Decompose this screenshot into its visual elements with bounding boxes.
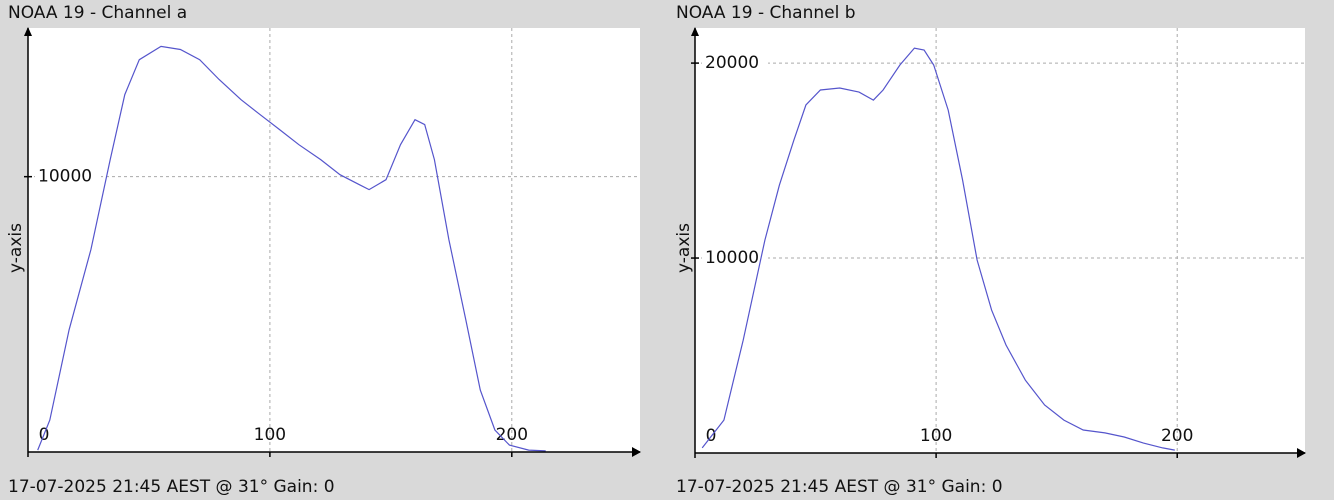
- footer-text: 17-07-2025 21:45 AEST @ 31° Gain: 0: [676, 477, 1003, 497]
- x-tick-label: 100: [920, 426, 952, 446]
- plot-area: [28, 28, 640, 452]
- data-line: [701, 47, 1175, 451]
- x-axis-arrow: [632, 447, 641, 457]
- y-axis-label: y-axis: [6, 223, 26, 273]
- y-tick-label: 20000: [705, 53, 759, 73]
- chart-title: NOAA 19 - Channel b: [676, 3, 856, 23]
- footer-text: 17-07-2025 21:45 AEST @ 31° Gain: 0: [8, 477, 335, 497]
- y-axis-label: y-axis: [674, 223, 694, 273]
- y-tick-label: 10000: [705, 248, 759, 268]
- tick-label-bg: [702, 248, 768, 269]
- data-line: [37, 45, 546, 452]
- y-axis-arrow: [691, 27, 699, 36]
- tick-label-bg: [702, 53, 768, 74]
- y-axis-arrow: [24, 27, 32, 36]
- x-axis-arrow: [1297, 448, 1306, 458]
- y-tick-label: 10000: [38, 167, 92, 187]
- plot-area: [695, 28, 1305, 453]
- x-tick-label: 200: [1161, 426, 1193, 446]
- chart-title: NOAA 19 - Channel a: [8, 3, 187, 23]
- x-tick-label: 100: [254, 425, 286, 445]
- tick-label-bg: [35, 166, 101, 187]
